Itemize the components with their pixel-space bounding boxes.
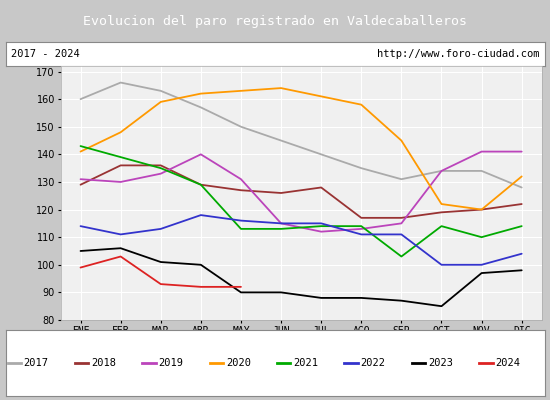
Text: 2021: 2021 bbox=[293, 358, 318, 368]
Text: 2018: 2018 bbox=[91, 358, 116, 368]
Text: 2019: 2019 bbox=[158, 358, 184, 368]
Text: 2023: 2023 bbox=[428, 358, 453, 368]
Text: 2022: 2022 bbox=[361, 358, 386, 368]
Text: 2024: 2024 bbox=[496, 358, 520, 368]
Text: http://www.foro-ciudad.com: http://www.foro-ciudad.com bbox=[377, 49, 539, 59]
Text: 2017: 2017 bbox=[24, 358, 49, 368]
Text: Evolucion del paro registrado en Valdecaballeros: Evolucion del paro registrado en Valdeca… bbox=[83, 14, 467, 28]
Text: 2020: 2020 bbox=[226, 358, 251, 368]
Text: 2017 - 2024: 2017 - 2024 bbox=[11, 49, 80, 59]
